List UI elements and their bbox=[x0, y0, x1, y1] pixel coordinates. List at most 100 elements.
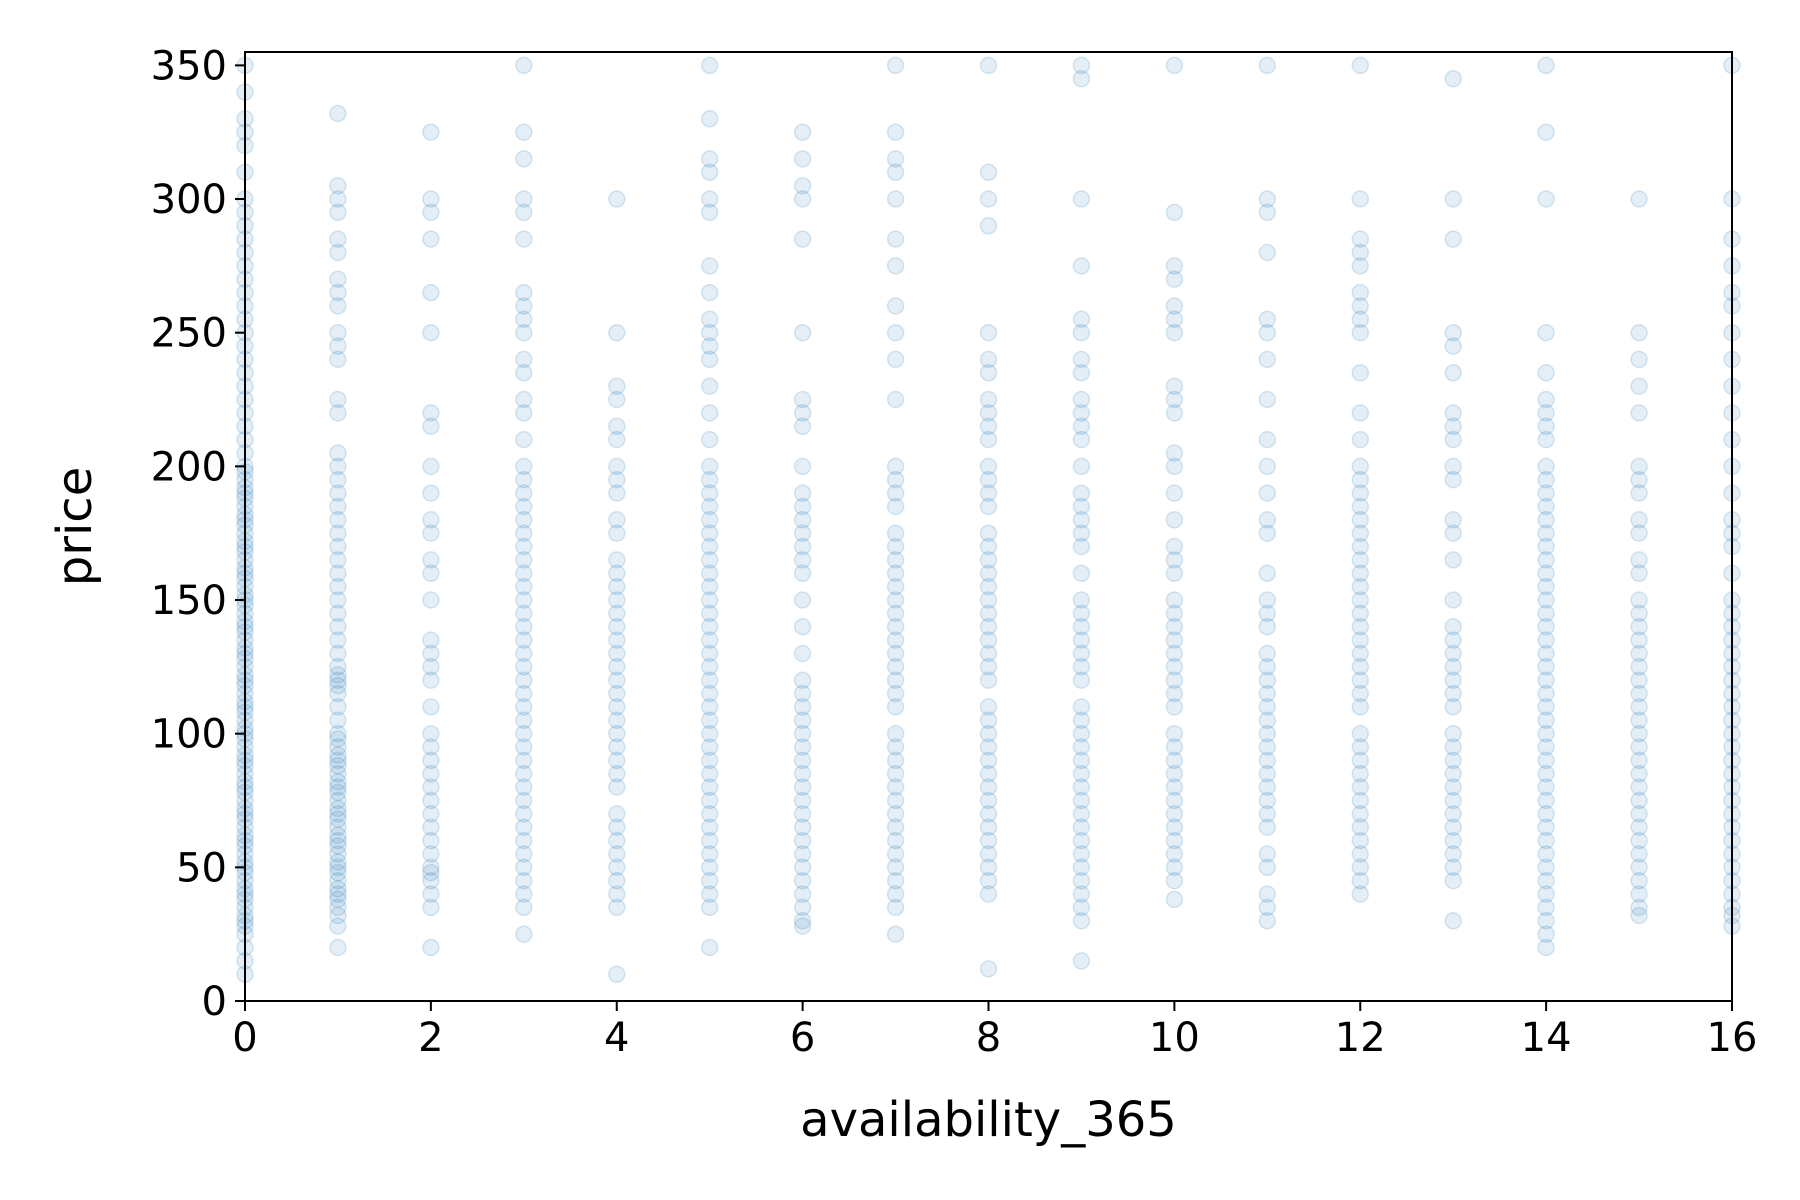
data-point bbox=[608, 190, 626, 208]
data-point bbox=[700, 738, 719, 756]
data-point bbox=[1258, 765, 1277, 783]
data-point bbox=[422, 283, 440, 302]
data-point bbox=[1072, 711, 1091, 730]
data-point bbox=[1258, 430, 1277, 449]
data-point bbox=[1165, 831, 1184, 850]
data-point bbox=[329, 617, 347, 636]
data-point bbox=[886, 617, 905, 636]
data-point bbox=[1258, 617, 1277, 636]
data-point bbox=[700, 257, 719, 275]
data-point bbox=[1165, 684, 1184, 703]
data-point bbox=[1351, 871, 1370, 890]
data-point bbox=[1165, 671, 1184, 689]
data-point bbox=[700, 724, 719, 743]
data-point bbox=[329, 297, 347, 315]
data-point bbox=[979, 791, 998, 810]
data-point bbox=[979, 484, 998, 502]
data-point bbox=[793, 537, 812, 556]
y-tick-label: 250 bbox=[151, 311, 227, 357]
data-point bbox=[1444, 912, 1462, 930]
data-point bbox=[979, 190, 998, 208]
data-point bbox=[1630, 524, 1648, 542]
data-point bbox=[793, 123, 812, 141]
data-point bbox=[422, 404, 440, 422]
data-point bbox=[329, 810, 347, 828]
data-point bbox=[422, 323, 440, 342]
data-point bbox=[1258, 845, 1277, 863]
x-axis-ticks: 0 2 4 6 8 10 12 14 16 bbox=[232, 1001, 1757, 1061]
data-point bbox=[1537, 765, 1555, 783]
data-point bbox=[793, 885, 812, 903]
data-point bbox=[1351, 497, 1370, 516]
data-point bbox=[793, 791, 812, 810]
data-point bbox=[422, 551, 440, 569]
data-point bbox=[1351, 644, 1370, 663]
data-point bbox=[700, 564, 719, 583]
data-point bbox=[608, 671, 626, 689]
data-point bbox=[1537, 938, 1555, 957]
data-point bbox=[422, 123, 440, 141]
data-point bbox=[886, 190, 905, 208]
data-point bbox=[793, 323, 812, 342]
data-point bbox=[1258, 698, 1277, 716]
data-point bbox=[1072, 818, 1091, 836]
data-point bbox=[329, 283, 347, 302]
data-point bbox=[329, 730, 347, 748]
data-point bbox=[515, 631, 533, 649]
data-point bbox=[422, 631, 440, 649]
data-point bbox=[608, 524, 626, 542]
data-point bbox=[515, 858, 533, 877]
data-point bbox=[1444, 858, 1462, 877]
data-point bbox=[1165, 323, 1184, 342]
x-tick-label: 6 bbox=[790, 1015, 815, 1061]
data-point bbox=[1444, 404, 1462, 422]
data-point bbox=[886, 724, 905, 743]
data-point bbox=[1537, 858, 1555, 877]
data-point bbox=[1165, 818, 1184, 836]
data-point bbox=[700, 858, 719, 877]
data-point bbox=[979, 323, 998, 342]
data-point bbox=[1444, 69, 1462, 88]
data-point bbox=[793, 845, 812, 863]
data-point bbox=[793, 230, 812, 248]
data-point bbox=[979, 497, 998, 516]
data-point bbox=[979, 805, 998, 823]
data-point bbox=[1165, 724, 1184, 743]
data-point bbox=[1165, 404, 1184, 422]
data-point bbox=[608, 604, 626, 623]
data-point bbox=[1072, 604, 1091, 623]
data-point bbox=[1258, 564, 1277, 583]
data-point bbox=[886, 658, 905, 676]
data-point bbox=[1258, 323, 1277, 342]
data-point bbox=[515, 831, 533, 850]
data-point bbox=[1165, 56, 1184, 75]
data-point bbox=[515, 190, 533, 208]
data-point bbox=[515, 885, 533, 903]
data-point bbox=[1072, 564, 1091, 583]
data-point bbox=[1258, 751, 1277, 770]
data-point bbox=[979, 698, 998, 716]
data-point bbox=[1072, 591, 1091, 609]
data-point bbox=[1537, 364, 1555, 382]
data-point bbox=[886, 845, 905, 863]
data-point bbox=[329, 917, 347, 935]
data-point bbox=[608, 698, 626, 716]
x-tick-label: 10 bbox=[1149, 1015, 1200, 1061]
data-point bbox=[886, 925, 905, 943]
data-point bbox=[515, 711, 533, 730]
data-point bbox=[979, 617, 998, 636]
data-point bbox=[1351, 364, 1370, 382]
data-point bbox=[979, 551, 998, 569]
data-point bbox=[886, 604, 905, 623]
data-point bbox=[979, 751, 998, 770]
data-point bbox=[793, 711, 812, 730]
data-point bbox=[1165, 871, 1184, 890]
data-point bbox=[329, 658, 347, 676]
data-point bbox=[422, 671, 440, 689]
data-point bbox=[886, 591, 905, 609]
data-point bbox=[608, 644, 626, 663]
data-point bbox=[1444, 230, 1462, 248]
data-point bbox=[793, 778, 812, 796]
data-point bbox=[700, 791, 719, 810]
data-point bbox=[793, 564, 812, 583]
